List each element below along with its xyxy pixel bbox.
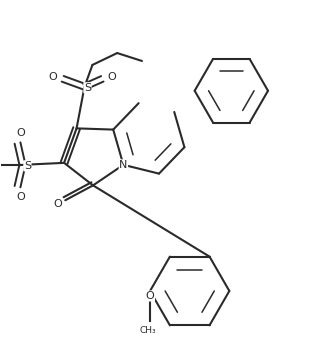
Text: O: O bbox=[53, 199, 62, 209]
Text: CH₃: CH₃ bbox=[140, 326, 156, 335]
Text: O: O bbox=[146, 291, 154, 301]
Text: S: S bbox=[24, 161, 31, 171]
Text: O: O bbox=[108, 72, 117, 82]
Text: S: S bbox=[84, 83, 91, 93]
Text: O: O bbox=[16, 128, 25, 138]
Text: N: N bbox=[119, 160, 128, 170]
Text: O: O bbox=[16, 192, 25, 201]
Text: O: O bbox=[49, 72, 57, 82]
